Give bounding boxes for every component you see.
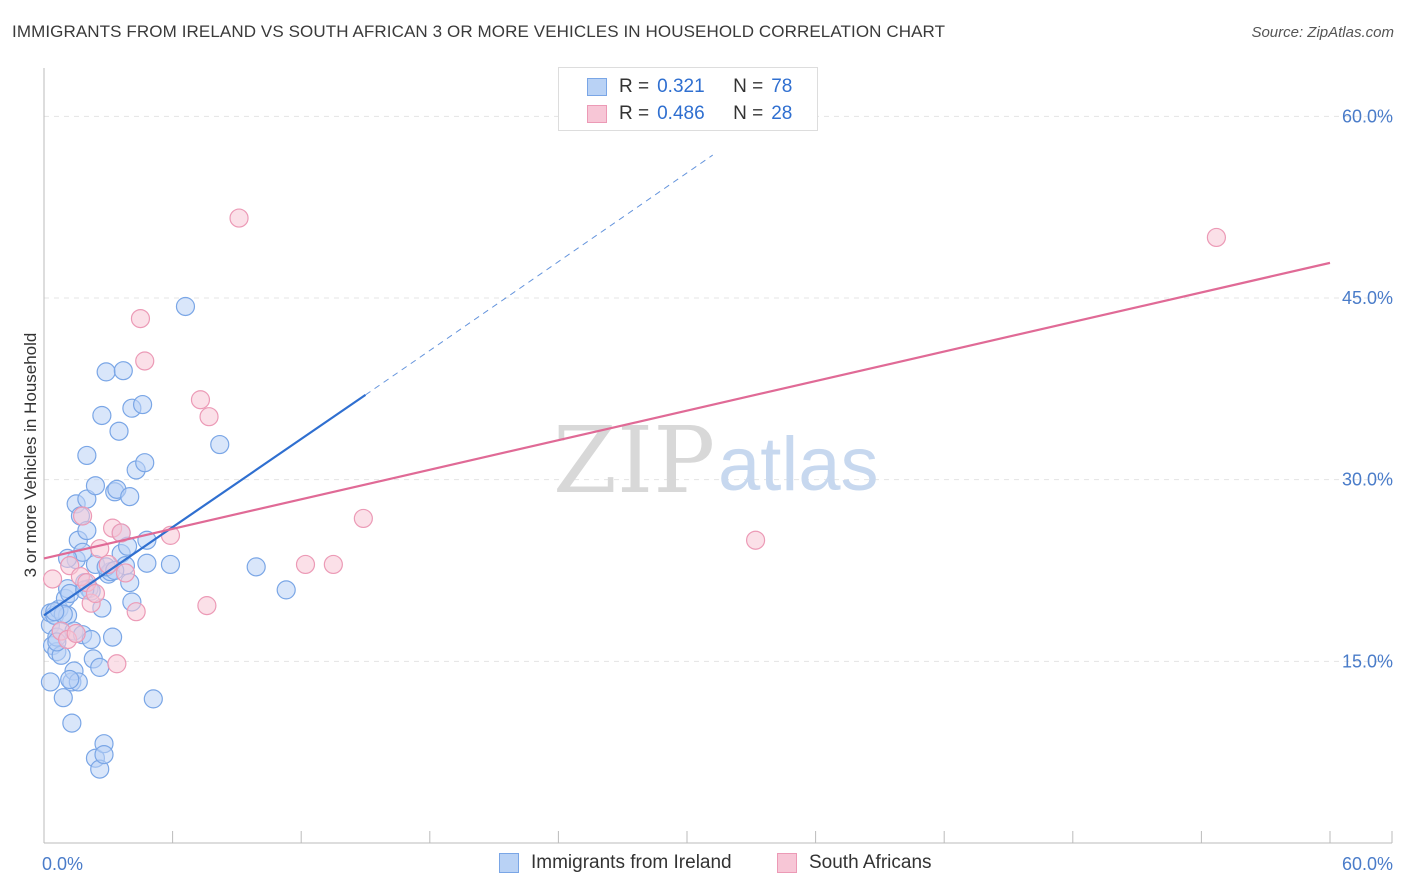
south-african-point-16 <box>126 602 146 622</box>
south-african-point-27 <box>745 530 766 550</box>
legend-r-label: R = <box>619 76 650 97</box>
x-tick-label-end: 60.0% <box>1342 854 1393 874</box>
chart-title: IMMIGRANTS FROM IRELAND VS SOUTH AFRICAN… <box>12 22 946 41</box>
ireland-point-65 <box>210 434 230 455</box>
grid-lines <box>44 115 1392 662</box>
south-african-point-28 <box>1206 227 1227 248</box>
ireland-point-59 <box>135 453 155 473</box>
y-tick-labels: 15.0% 30.0% 45.0% 60.0% <box>1342 106 1393 671</box>
trend-line-ireland-extrapolated <box>365 154 714 396</box>
south-african-point-22 <box>199 407 219 427</box>
south-african-point-0 <box>42 569 63 589</box>
legend-row-ireland: R = 0.321 N = 78 <box>587 75 792 99</box>
south-african-point-20 <box>190 390 211 410</box>
ireland-point-64 <box>175 296 196 317</box>
trend-line-south-africans <box>43 261 1331 560</box>
ireland-point-36 <box>85 476 106 496</box>
y-tick-label-3: 60.0% <box>1342 106 1393 126</box>
legend-swatch-blue <box>499 853 519 873</box>
series-legend: Immigrants from Ireland South Africans <box>0 852 1406 878</box>
watermark: ZIP atlas <box>553 407 879 514</box>
ireland-point-67 <box>276 580 296 600</box>
south-african-point-24 <box>295 554 316 575</box>
south-african-point-25 <box>323 554 343 575</box>
legend-n-value: 28 <box>771 103 793 124</box>
south-african-point-13 <box>107 654 127 674</box>
legend-n-label: N = <box>733 76 764 97</box>
ireland-point-10 <box>53 688 73 708</box>
watermark-zip: ZIP <box>553 407 715 514</box>
ireland-point-0 <box>40 672 61 692</box>
ireland-point-70 <box>45 602 65 622</box>
south-african-point-9 <box>85 583 106 604</box>
legend-n-label: N = <box>733 103 764 124</box>
ireland-point-58 <box>132 394 153 415</box>
legend-swatch-pink <box>587 105 607 123</box>
legend-item-ireland[interactable]: Immigrants from Ireland <box>499 852 732 874</box>
legend-r-value: 0.321 <box>657 76 705 97</box>
ireland-point-51 <box>113 361 133 381</box>
ireland-point-62 <box>143 689 163 709</box>
ireland-point-60 <box>137 553 157 573</box>
y-axis-label: 3 or more Vehicles in Household <box>21 333 40 578</box>
legend-r-label: R = <box>619 103 650 124</box>
ireland-point-45 <box>102 627 123 647</box>
south-african-point-23 <box>229 208 249 228</box>
south-african-point-14 <box>111 523 131 543</box>
trend-line-ireland <box>43 393 367 617</box>
watermark-atlas: atlas <box>718 422 879 507</box>
ireland-point-37 <box>90 657 110 677</box>
south-african-point-18 <box>135 351 155 371</box>
ireland-point-73 <box>60 669 80 690</box>
y-tick-label-1: 30.0% <box>1342 470 1393 490</box>
legend-r-value: 0.486 <box>657 103 705 124</box>
legend-label-ireland: Immigrants from Ireland <box>531 852 732 873</box>
ireland-point-66 <box>246 557 266 577</box>
ireland-point-28 <box>77 445 97 466</box>
y-tick-label-0: 15.0% <box>1342 651 1393 671</box>
legend-swatch-blue <box>587 78 607 96</box>
series-south-africans-points <box>42 208 1227 674</box>
south-african-point-26 <box>353 508 373 529</box>
south-african-point-15 <box>115 563 136 583</box>
ireland-point-41 <box>94 744 114 765</box>
south-african-point-4 <box>66 623 86 644</box>
legend-item-south-africans[interactable]: South Africans <box>777 852 932 874</box>
south-african-point-10 <box>90 539 110 559</box>
x-tick-labels: 0.0% 60.0% <box>42 854 1393 874</box>
ireland-point-54 <box>120 487 140 507</box>
x-tick-label-start: 0.0% <box>42 854 83 874</box>
south-african-point-21 <box>197 596 217 616</box>
source-credit: Source: ZipAtlas.com <box>1251 24 1394 41</box>
legend-row-south-africans: R = 0.486 N = 28 <box>587 102 792 126</box>
y-tick-label-2: 45.0% <box>1342 288 1393 308</box>
correlation-legend: R = 0.321 N = 78 R = 0.486 N = 28 <box>558 67 818 131</box>
axes <box>43 68 1393 844</box>
ireland-point-48 <box>109 421 129 441</box>
ireland-point-16 <box>62 713 82 733</box>
ireland-point-63 <box>160 554 181 575</box>
trend-lines <box>43 154 1331 617</box>
ireland-point-39 <box>92 405 112 426</box>
legend-swatch-pink <box>777 853 797 873</box>
ireland-point-42 <box>96 362 116 382</box>
legend-n-value: 78 <box>771 76 793 97</box>
legend-label-south-africans: South Africans <box>809 852 932 873</box>
south-african-point-17 <box>130 308 151 329</box>
south-african-point-6 <box>72 506 93 526</box>
